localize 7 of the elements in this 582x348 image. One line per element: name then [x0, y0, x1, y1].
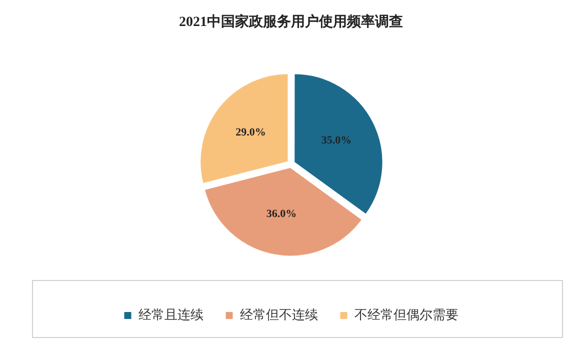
data-label: 36.0% [266, 208, 297, 220]
legend-label: 不经常但偶尔需要 [354, 308, 458, 323]
data-label: 29.0% [236, 126, 266, 138]
legend-label: 经常且连续 [138, 308, 204, 323]
data-label: 35.0% [321, 134, 352, 147]
chart-title: 2021中国家政服务用户使用频率调查 [179, 13, 403, 30]
legend-label: 经常但不连续 [240, 308, 318, 323]
